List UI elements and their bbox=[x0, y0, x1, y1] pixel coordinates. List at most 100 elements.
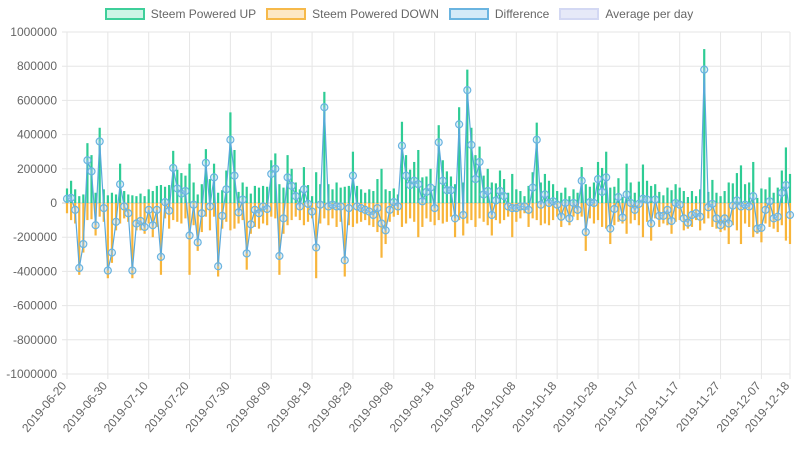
difference-point bbox=[156, 252, 166, 261]
difference-point bbox=[128, 266, 137, 275]
bar-down bbox=[490, 203, 493, 236]
difference-point bbox=[450, 214, 460, 223]
bar-down bbox=[629, 203, 632, 224]
bar-up bbox=[641, 164, 645, 203]
bar-up bbox=[184, 175, 187, 203]
difference-point bbox=[475, 157, 484, 167]
bar-down bbox=[703, 203, 706, 224]
bar-down bbox=[98, 203, 101, 217]
bar-up bbox=[417, 149, 420, 203]
bar-down bbox=[756, 203, 759, 234]
bar-down bbox=[768, 203, 771, 227]
bar-up bbox=[601, 167, 604, 203]
bar-up bbox=[302, 167, 306, 203]
bar-up bbox=[756, 197, 759, 203]
bar-down bbox=[417, 203, 420, 238]
bar-down bbox=[184, 203, 187, 219]
difference-point bbox=[749, 192, 758, 201]
difference-point bbox=[675, 200, 684, 209]
bar-up bbox=[723, 191, 726, 203]
bar-up bbox=[625, 163, 628, 203]
difference-point bbox=[593, 174, 603, 184]
bar-down bbox=[666, 203, 669, 226]
bar-down bbox=[368, 203, 371, 226]
bar-up bbox=[752, 161, 755, 203]
bar-up bbox=[560, 192, 563, 203]
difference-point bbox=[279, 214, 288, 223]
difference-point bbox=[66, 193, 76, 202]
difference-point bbox=[189, 200, 198, 209]
bar-up bbox=[535, 122, 538, 203]
legend-item-steem-powered-up[interactable]: Steem Powered UP bbox=[104, 7, 256, 21]
bar-down bbox=[290, 203, 293, 221]
bar-up bbox=[143, 196, 146, 203]
difference-point bbox=[324, 202, 333, 211]
difference-point bbox=[120, 202, 129, 211]
y-tick-label: -600000 bbox=[13, 299, 57, 313]
bar-up bbox=[666, 187, 669, 203]
bar-down bbox=[735, 203, 738, 231]
difference-point bbox=[455, 120, 464, 129]
bar-up bbox=[466, 69, 469, 204]
difference-point bbox=[357, 204, 366, 213]
difference-point bbox=[377, 219, 386, 228]
bar-down bbox=[180, 203, 183, 224]
bar-down bbox=[482, 203, 485, 222]
bar-down bbox=[776, 203, 779, 233]
bar-down bbox=[576, 203, 579, 221]
bar-up bbox=[494, 183, 497, 203]
bar-down bbox=[135, 203, 138, 231]
legend-label: Average per day bbox=[605, 7, 694, 21]
legend-item-average-per-day[interactable]: Average per day bbox=[559, 7, 693, 21]
bar-up bbox=[694, 196, 698, 203]
legend-item-steem-powered-down[interactable]: Steem Powered DOWN bbox=[266, 7, 439, 21]
difference-point bbox=[606, 224, 615, 233]
bar-down bbox=[441, 203, 444, 224]
bar-down bbox=[498, 203, 502, 224]
bar-down bbox=[298, 203, 301, 221]
legend-item-difference[interactable]: Difference bbox=[448, 7, 549, 21]
difference-point bbox=[536, 200, 545, 209]
bar-up bbox=[486, 168, 489, 203]
bar-down bbox=[69, 203, 73, 221]
bar-up bbox=[621, 197, 624, 203]
bar-up bbox=[748, 182, 751, 203]
bar-up bbox=[310, 196, 314, 203]
difference-point bbox=[336, 202, 345, 211]
bar-up bbox=[204, 149, 207, 203]
bar-down bbox=[360, 203, 363, 222]
bar-up bbox=[360, 189, 363, 203]
legend-swatch-average bbox=[559, 8, 600, 20]
bar-up bbox=[764, 189, 767, 203]
difference-point bbox=[565, 214, 574, 223]
difference-point bbox=[287, 181, 296, 190]
bar-up bbox=[217, 192, 220, 203]
bar-down bbox=[449, 203, 453, 217]
difference-point bbox=[132, 219, 141, 228]
bar-down bbox=[355, 203, 359, 224]
difference-point bbox=[418, 197, 427, 206]
bar-down bbox=[637, 203, 640, 226]
bar-up bbox=[278, 184, 281, 203]
difference-point bbox=[193, 238, 202, 247]
difference-point bbox=[75, 263, 84, 273]
difference-point bbox=[769, 214, 778, 223]
difference-point bbox=[79, 239, 88, 249]
bar-up bbox=[470, 127, 473, 203]
bar-up bbox=[78, 196, 81, 203]
bar-up bbox=[192, 182, 195, 203]
bar-down bbox=[351, 203, 355, 227]
bar-down bbox=[588, 203, 591, 219]
bar-up bbox=[119, 163, 122, 203]
difference-point bbox=[528, 183, 537, 192]
bar-down bbox=[601, 203, 604, 227]
bar-down bbox=[176, 203, 179, 222]
difference-point bbox=[201, 158, 210, 167]
bar-down bbox=[445, 203, 448, 222]
bar-down bbox=[752, 203, 755, 238]
bar-up bbox=[261, 185, 265, 203]
bar-up bbox=[511, 173, 514, 203]
difference-point bbox=[91, 221, 100, 230]
difference-point bbox=[124, 209, 133, 218]
